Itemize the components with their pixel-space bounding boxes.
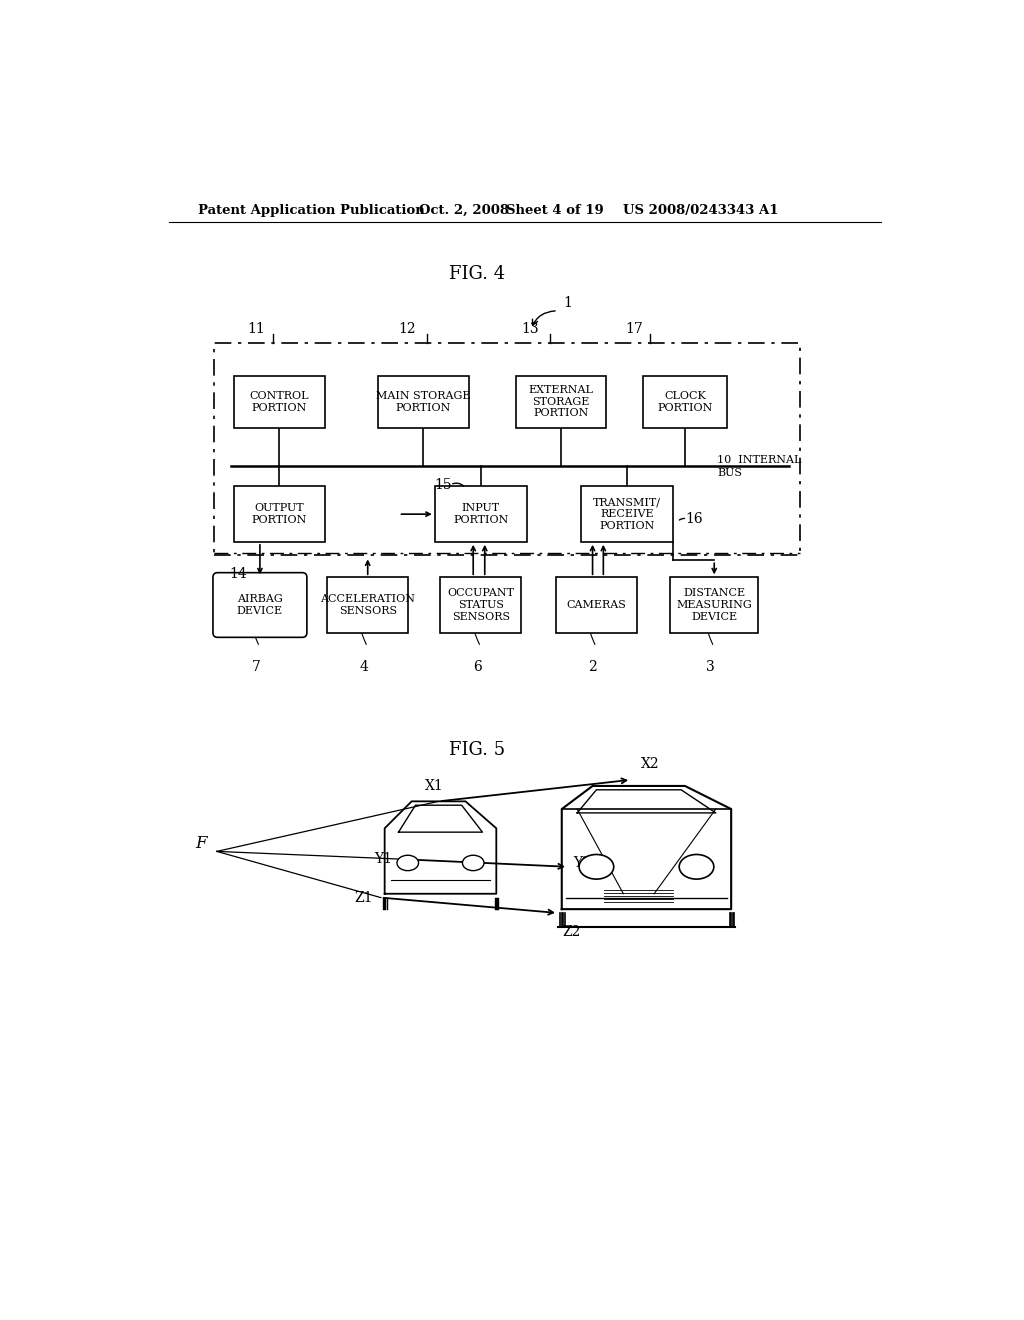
FancyBboxPatch shape bbox=[213, 573, 307, 638]
Text: 14: 14 bbox=[229, 568, 247, 581]
Bar bbox=[233, 487, 325, 543]
Text: 13: 13 bbox=[521, 322, 539, 337]
Bar bbox=[556, 577, 637, 632]
Text: 3: 3 bbox=[706, 660, 715, 673]
Bar bbox=[214, 343, 801, 554]
Text: 16: 16 bbox=[685, 512, 702, 525]
Bar bbox=[515, 376, 606, 428]
Text: 15: 15 bbox=[435, 478, 453, 492]
Ellipse shape bbox=[679, 854, 714, 879]
Bar bbox=[440, 577, 521, 632]
Ellipse shape bbox=[463, 855, 484, 871]
Ellipse shape bbox=[397, 855, 419, 871]
Text: US 2008/0243343 A1: US 2008/0243343 A1 bbox=[624, 205, 779, 218]
Text: OCCUPANT
STATUS
SENSORS: OCCUPANT STATUS SENSORS bbox=[447, 589, 514, 622]
Text: OUTPUT
PORTION: OUTPUT PORTION bbox=[252, 503, 307, 525]
Bar bbox=[581, 487, 674, 543]
Bar bbox=[643, 376, 727, 428]
Text: ACCELERATION
SENSORS: ACCELERATION SENSORS bbox=[321, 594, 415, 616]
Text: Z2: Z2 bbox=[562, 925, 581, 940]
Text: AIRBAG
DEVICE: AIRBAG DEVICE bbox=[237, 594, 283, 616]
Text: CAMERAS: CAMERAS bbox=[566, 601, 627, 610]
Bar bbox=[233, 376, 325, 428]
Text: Sheet 4 of 19: Sheet 4 of 19 bbox=[506, 205, 604, 218]
Text: MAIN STORAGE
PORTION: MAIN STORAGE PORTION bbox=[376, 391, 470, 413]
Bar bbox=[378, 376, 469, 428]
Text: 12: 12 bbox=[398, 322, 416, 337]
Text: F: F bbox=[196, 836, 207, 853]
Text: 17: 17 bbox=[625, 322, 643, 337]
Text: INPUT
PORTION: INPUT PORTION bbox=[454, 503, 509, 525]
Text: Y1: Y1 bbox=[374, 853, 392, 866]
Ellipse shape bbox=[580, 854, 613, 879]
Bar bbox=[670, 577, 759, 632]
Text: Z1: Z1 bbox=[354, 891, 373, 904]
Text: 10  INTERNAL: 10 INTERNAL bbox=[717, 455, 802, 465]
Text: DISTANCE
MEASURING
DEVICE: DISTANCE MEASURING DEVICE bbox=[676, 589, 752, 622]
Text: TRANSMIT/
RECEIVE
PORTION: TRANSMIT/ RECEIVE PORTION bbox=[593, 498, 662, 531]
Text: 6: 6 bbox=[473, 660, 481, 673]
Text: 7: 7 bbox=[252, 660, 260, 673]
Text: CONTROL
PORTION: CONTROL PORTION bbox=[250, 391, 309, 413]
Bar bbox=[328, 577, 409, 632]
Bar bbox=[435, 487, 527, 543]
Text: CLOCK
PORTION: CLOCK PORTION bbox=[657, 391, 713, 413]
Text: 11: 11 bbox=[248, 322, 265, 337]
Text: BUS: BUS bbox=[717, 467, 742, 478]
Text: Oct. 2, 2008: Oct. 2, 2008 bbox=[419, 205, 509, 218]
Text: FIG. 5: FIG. 5 bbox=[449, 741, 505, 759]
Text: 4: 4 bbox=[359, 660, 369, 673]
Text: Y2: Y2 bbox=[572, 855, 591, 870]
Text: FIG. 4: FIG. 4 bbox=[449, 265, 505, 282]
Text: Patent Application Publication: Patent Application Publication bbox=[199, 205, 425, 218]
Text: X2: X2 bbox=[641, 758, 659, 771]
Text: 2: 2 bbox=[588, 660, 597, 673]
Text: 1: 1 bbox=[563, 296, 572, 310]
Text: EXTERNAL
STORAGE
PORTION: EXTERNAL STORAGE PORTION bbox=[528, 385, 594, 418]
Text: X1: X1 bbox=[425, 779, 444, 793]
